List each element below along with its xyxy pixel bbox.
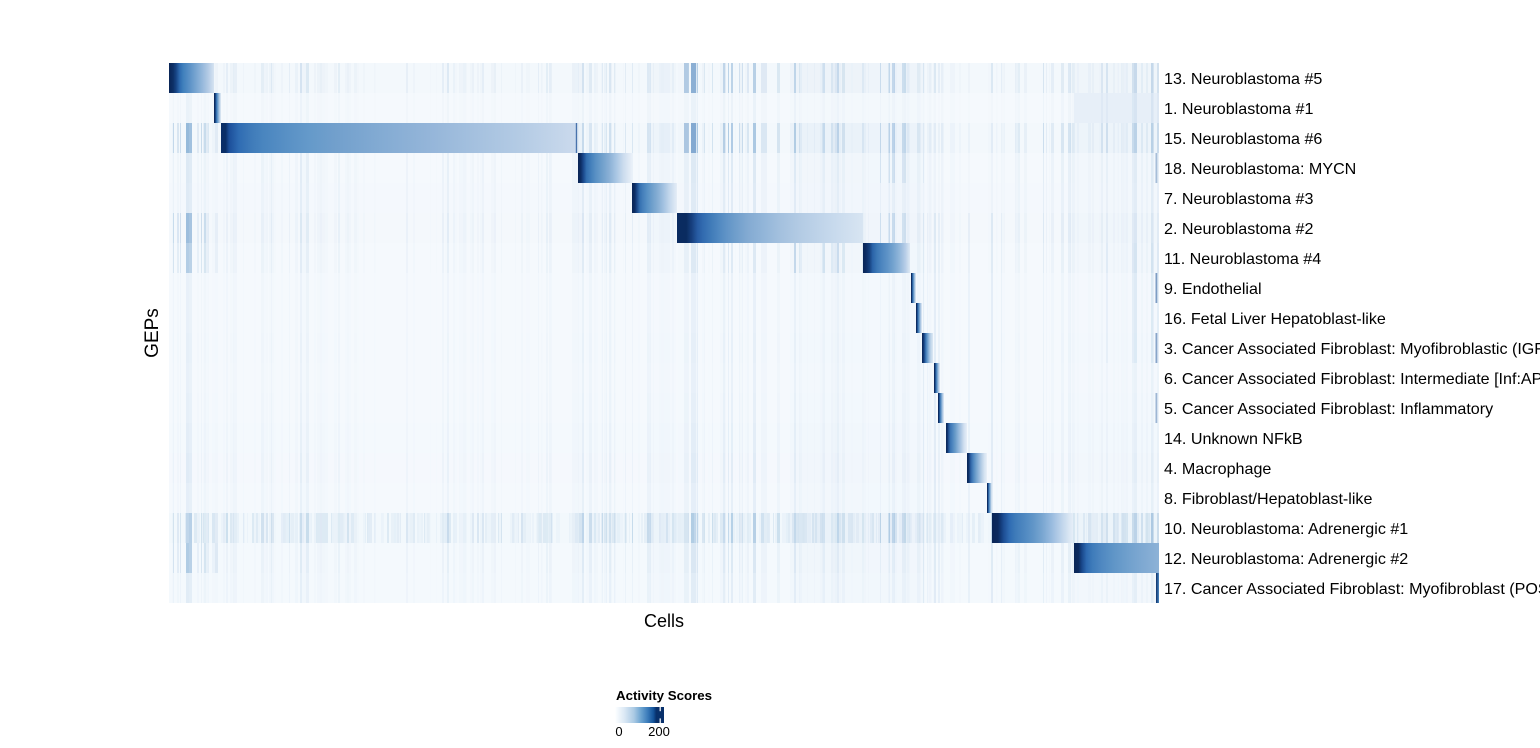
svg-text:12. Neuroblastoma: Adrenergic: 12. Neuroblastoma: Adrenergic #2 [1164, 550, 1408, 568]
svg-text:11. Neuroblastoma #4: 11. Neuroblastoma #4 [1164, 250, 1321, 268]
svg-text:Cells: Cells [644, 611, 684, 631]
svg-text:13. Neuroblastoma #5: 13. Neuroblastoma #5 [1164, 70, 1322, 88]
svg-text:14. Unknown NFkB: 14. Unknown NFkB [1164, 430, 1303, 448]
svg-text:5. Cancer Associated Fibroblas: 5. Cancer Associated Fibroblast: Inflamm… [1164, 400, 1494, 418]
svg-text:200: 200 [648, 724, 670, 739]
svg-text:7. Neuroblastoma #3: 7. Neuroblastoma #3 [1164, 190, 1313, 208]
svg-text:16. Fetal Liver Hepatoblast-li: 16. Fetal Liver Hepatoblast-like [1164, 310, 1386, 328]
svg-text:1. Neuroblastoma #1: 1. Neuroblastoma #1 [1164, 100, 1313, 118]
svg-text:GEPs: GEPs [142, 308, 163, 358]
svg-text:9. Endothelial: 9. Endothelial [1164, 280, 1262, 298]
svg-text:8. Fibroblast/Hepatoblast-like: 8. Fibroblast/Hepatoblast-like [1164, 490, 1372, 508]
svg-text:15. Neuroblastoma #6: 15. Neuroblastoma #6 [1164, 130, 1322, 148]
svg-text:18. Neuroblastoma: MYCN: 18. Neuroblastoma: MYCN [1164, 160, 1356, 178]
svg-text:6. Cancer Associated Fibroblas: 6. Cancer Associated Fibroblast: Interme… [1164, 370, 1540, 388]
svg-text:10. Neuroblastoma: Adrenergic: 10. Neuroblastoma: Adrenergic #1 [1164, 520, 1408, 538]
svg-text:0: 0 [615, 724, 622, 739]
svg-text:4. Macrophage: 4. Macrophage [1164, 460, 1271, 478]
svg-text:3. Cancer Associated Fibroblas: 3. Cancer Associated Fibroblast: Myofibr… [1164, 340, 1540, 358]
svg-text:17. Cancer Associated Fibrobla: 17. Cancer Associated Fibroblast: Myofib… [1164, 580, 1540, 598]
svg-text:2. Neuroblastoma #2: 2. Neuroblastoma #2 [1164, 220, 1313, 238]
svg-text:Activity Scores: Activity Scores [616, 688, 712, 703]
